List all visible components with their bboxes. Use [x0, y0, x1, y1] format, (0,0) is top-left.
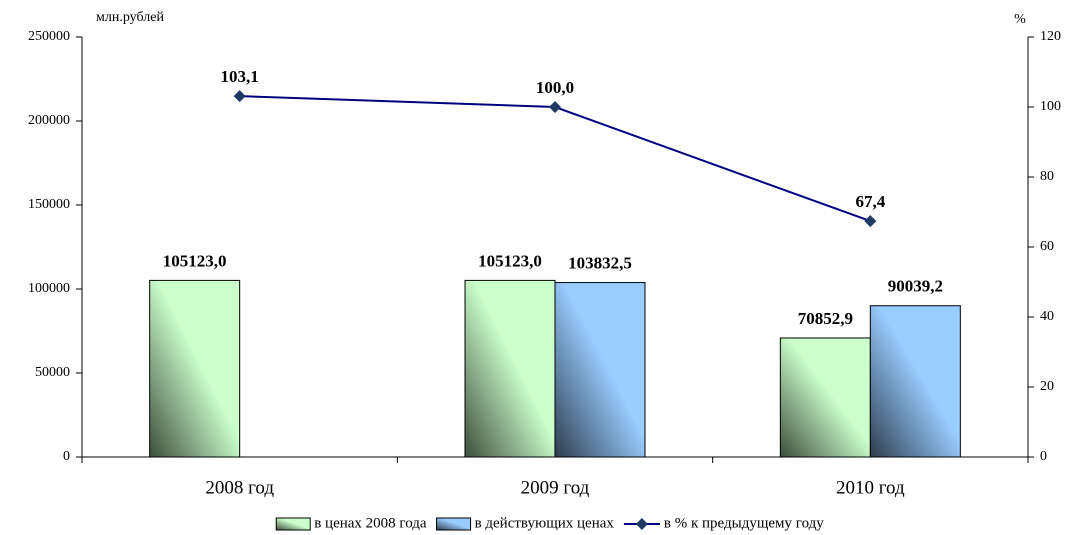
- y2-tick-label: 120: [1040, 29, 1061, 44]
- value-label: 105123,0: [478, 251, 542, 270]
- y2-tick-label: 0: [1040, 449, 1047, 464]
- x-tick-label: 2008 год: [205, 477, 274, 498]
- value-label: 70852,9: [798, 309, 853, 328]
- y2-tick-label: 80: [1040, 169, 1054, 184]
- value-label: 105123,0: [163, 251, 227, 270]
- bar: [779, 337, 871, 458]
- y-tick-label: 200000: [28, 113, 70, 128]
- y2-axis-label: %: [1014, 12, 1026, 27]
- y2-tick-label: 40: [1040, 309, 1054, 324]
- legend-swatch: [635, 518, 648, 530]
- value-label: 90039,2: [888, 277, 943, 296]
- y2-tick-label: 60: [1040, 239, 1054, 254]
- y-tick-label: 50000: [35, 365, 70, 380]
- y-axis-label: млн.рублей: [96, 10, 164, 25]
- point: [233, 90, 246, 103]
- legend-label: в действующих ценах: [475, 515, 615, 531]
- x-tick-label: 2009 год: [521, 477, 590, 498]
- legend-swatch: [436, 517, 472, 531]
- y-tick-label: 0: [63, 449, 70, 464]
- line: [239, 95, 871, 223]
- y-tick-label: 250000: [28, 29, 70, 44]
- value-label: 103,1: [221, 67, 259, 86]
- value-label: 100,0: [536, 78, 574, 97]
- point: [549, 101, 561, 113]
- y-tick-label: 100000: [28, 281, 70, 296]
- bar: [554, 282, 646, 458]
- bar: [149, 279, 241, 458]
- y2-tick-label: 100: [1040, 99, 1061, 114]
- point: [864, 215, 877, 228]
- legend-label: в ценах 2008 года: [314, 515, 427, 531]
- value-label: 103832,5: [568, 253, 632, 272]
- legend-swatch: [275, 517, 311, 531]
- value-label: 67,4: [855, 192, 885, 211]
- y2-tick-label: 20: [1040, 379, 1054, 394]
- bar: [464, 279, 556, 458]
- x-tick-label: 2010 год: [836, 477, 905, 498]
- bar: [869, 305, 961, 458]
- y-tick-label: 150000: [28, 197, 70, 212]
- legend-label: в % к предыдущему году: [664, 515, 824, 531]
